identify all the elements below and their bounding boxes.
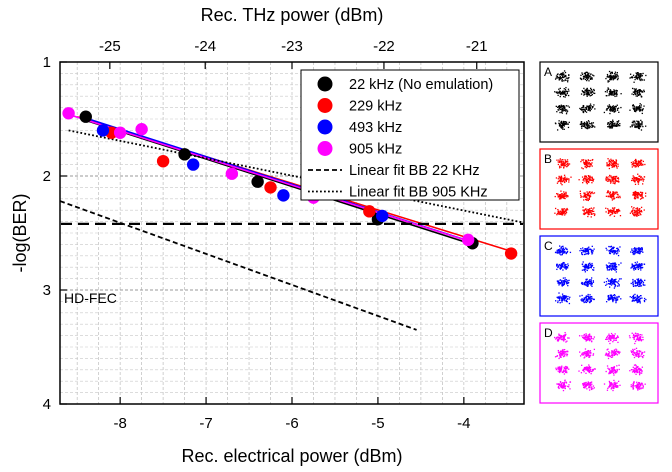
constellation-label: A (544, 65, 552, 79)
constellation-points (554, 158, 647, 218)
data-point (376, 209, 389, 223)
legend-marker (317, 119, 333, 135)
data-point (113, 126, 127, 139)
y-tick-label: 3 (43, 282, 51, 299)
series-fit-line (68, 113, 469, 242)
x2-tick-label: -21 (466, 38, 488, 55)
x-tick-label: -6 (285, 415, 298, 432)
legend-label: 22 kHz (No emulation) (349, 77, 493, 93)
x2-tick-label: -24 (194, 38, 216, 55)
x-axis-title: Rec. electrical power (dBm) (181, 446, 402, 466)
x-tick-label: -4 (457, 415, 470, 432)
data-point (363, 205, 376, 218)
data-point (135, 123, 148, 136)
data-point (277, 189, 290, 202)
data-point (79, 110, 92, 123)
legend-box (300, 69, 520, 201)
data-point (461, 233, 475, 247)
constellation-panel: D (539, 322, 659, 404)
constellation-label: C (544, 239, 553, 253)
legend-marker (317, 76, 333, 92)
x2-tick-label: -23 (281, 38, 303, 55)
reference-fit-line (59, 200, 417, 331)
data-point (96, 124, 110, 137)
legend-marker (317, 98, 333, 113)
y-axis-title: -log(BER) (10, 193, 30, 272)
x2-tick-label: -25 (99, 38, 121, 55)
legend-label: Linear fit BB 905 KHz (349, 185, 488, 201)
legend-label: 905 kHz (349, 142, 402, 158)
legend-label: Linear fit BB 22 KHz (349, 163, 480, 179)
constellation-points (554, 70, 647, 131)
x2-tick-label: -22 (373, 38, 395, 55)
x-tick-label: -7 (199, 415, 212, 432)
reference-fit-line (68, 129, 525, 224)
constellation-points (554, 245, 647, 305)
data-point (156, 154, 170, 168)
legend: 22 kHz (No emulation) 229 kHz 493 kHz 905 k… (300, 69, 520, 201)
x-tick-label: -5 (371, 415, 384, 432)
constellation-points (553, 331, 646, 392)
data-point (62, 107, 75, 120)
grid (60, 62, 524, 404)
data-point (264, 181, 277, 194)
constellation-panel: B (539, 148, 659, 230)
legend-marker (317, 141, 333, 156)
data-point (225, 167, 239, 180)
legend-label: 493 kHz (349, 120, 402, 136)
x-tick-label: -8 (113, 415, 126, 432)
x2-axis-title: Rec. THz power (dBm) (201, 5, 384, 25)
y-tick-label: 2 (43, 168, 51, 185)
y-tick-label: 1 (43, 54, 51, 71)
constellation-panels: A B C D (539, 61, 659, 404)
constellation-label: D (544, 326, 553, 340)
constellation-panel: A (539, 61, 659, 143)
reference-lines (59, 129, 525, 331)
data-points (62, 107, 518, 260)
data-point (186, 158, 200, 171)
data-point (251, 175, 264, 188)
data-point (504, 247, 518, 260)
y-tick-label: 4 (43, 396, 51, 413)
constellation-label: B (544, 152, 552, 166)
axis-ticks: -8 -7 -6 -5 -4 -25 -24 -23 -22 -21 1 2 3 4 (43, 38, 488, 432)
hd-fec-label: HD-FEC (64, 290, 117, 306)
constellation-panel: C (539, 235, 659, 317)
legend-label: 229 kHz (349, 99, 402, 115)
data-point (178, 148, 191, 161)
